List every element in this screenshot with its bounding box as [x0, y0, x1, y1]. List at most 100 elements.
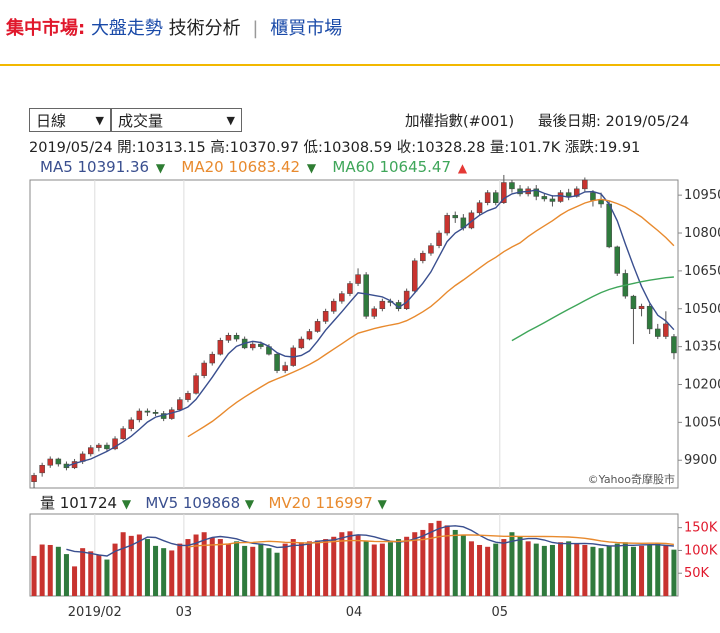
volume-bar: [355, 534, 361, 596]
x-tick-label: 04: [346, 605, 363, 620]
period-select[interactable]: 日線 ▼: [29, 108, 111, 132]
mv20-down-icon: ▼: [377, 497, 387, 511]
volume-bar: [323, 539, 329, 596]
price-y-tick-label: 10350: [684, 340, 720, 355]
candle-body: [209, 353, 216, 364]
ma60-up-icon: ▲: [457, 161, 468, 175]
volume-bar: [420, 529, 426, 596]
candle-body: [663, 323, 669, 337]
candle-body: [330, 300, 337, 312]
candle-body: [541, 196, 548, 200]
volume-bar: [298, 542, 304, 596]
candle-body: [55, 458, 62, 465]
candle-body: [444, 215, 450, 234]
volume-bar: [468, 541, 474, 596]
candle-body: [185, 393, 191, 400]
volume-bar: [201, 532, 207, 596]
volume-bar: [347, 531, 353, 596]
candle-body: [484, 192, 491, 203]
price-y-tick-label: 9900: [684, 453, 717, 468]
mv5-line: [66, 525, 674, 557]
volume-bar: [371, 544, 377, 596]
x-tick-label: 05: [492, 605, 509, 620]
volume-y-tick-label: 100K: [684, 543, 718, 558]
candle-body: [322, 311, 329, 322]
volume-bar: [590, 546, 596, 596]
volume-bar: [444, 525, 450, 596]
volume-bar: [242, 545, 248, 596]
candle-body: [225, 335, 232, 341]
ma5-value: MA5 10391.36: [40, 158, 150, 176]
volume-bar: [639, 545, 645, 596]
volume-bar: [315, 540, 321, 596]
candle-body: [371, 308, 378, 317]
price-y-tick-label: 10800: [684, 226, 720, 241]
candle-body: [87, 447, 94, 455]
indicator-select[interactable]: 成交量 ▼: [111, 108, 242, 132]
volume-value: 量 101724: [40, 494, 118, 512]
volume-bar: [217, 539, 223, 596]
candle-body: [152, 412, 159, 414]
candle-body: [646, 305, 653, 330]
volume-bar: [258, 543, 264, 596]
volume-bar: [509, 532, 515, 596]
volume-bar: [225, 543, 231, 596]
candle-body: [193, 375, 199, 394]
candle-body: [411, 260, 418, 292]
volume-bar: [331, 536, 337, 596]
volume-bar: [209, 537, 215, 596]
price-y-tick-label: 10650: [684, 264, 720, 279]
volume-bar: [452, 529, 458, 596]
volume-bar: [266, 548, 272, 596]
candle-body: [379, 300, 386, 310]
nav-link-technical-analysis[interactable]: 技術分析: [168, 18, 241, 39]
volume-bar: [630, 546, 636, 596]
volume-bar: [136, 534, 142, 596]
candle-body: [582, 179, 588, 190]
candle-body: [144, 410, 151, 413]
volume-bar: [185, 539, 191, 596]
index-name: 加權指數(#001): [405, 114, 515, 130]
candle-body: [347, 283, 353, 294]
top-nav: 集中市場: 大盤走勢 技術分析 | 櫃買市場: [0, 0, 720, 58]
x-tick-label: 2019/02: [68, 605, 122, 620]
nav-link-otc-market[interactable]: 櫃買市場: [270, 18, 343, 39]
volume-bar: [541, 545, 547, 596]
ma20-line: [187, 198, 675, 438]
volume-bar: [104, 559, 110, 596]
volume-bar: [128, 535, 134, 596]
volume-bar: [39, 544, 45, 596]
volume-bar: [379, 543, 385, 596]
candle-body: [177, 399, 183, 410]
market-nav-title: 集中市場: 大盤走勢 技術分析 | 櫃買市場: [6, 14, 342, 40]
volume-bar: [517, 536, 523, 596]
candle-body: [638, 305, 645, 310]
header-divider: [0, 64, 720, 66]
mv20-line: [187, 534, 674, 548]
period-select-value: 日線: [36, 112, 67, 130]
period-dropdown-icon: ▼: [95, 114, 104, 127]
volume-bar: [404, 536, 410, 596]
volume-bar: [566, 541, 572, 596]
candle-body: [249, 343, 256, 349]
volume-bar: [193, 534, 199, 596]
ma20-value: MA20 10683.42: [181, 158, 301, 176]
indicator-select-value: 成交量: [118, 112, 164, 130]
ma20-down-icon: ▼: [306, 161, 317, 175]
volume-bar: [339, 532, 345, 596]
ma5-down-icon: ▼: [155, 161, 166, 175]
nav-link-market-trend[interactable]: 大盤走勢: [90, 18, 163, 39]
candle-body: [233, 335, 240, 340]
candle-body: [355, 274, 361, 284]
x-tick-label: 03: [176, 605, 193, 620]
candle-body: [590, 192, 596, 201]
volume-bar: [663, 545, 669, 596]
candle-body: [565, 192, 572, 197]
indicator-dropdown-icon: ▼: [226, 114, 235, 127]
volume-bar: [80, 548, 86, 596]
candle-body: [282, 365, 288, 371]
volume-bar: [436, 520, 442, 596]
volume-bar: [533, 543, 539, 596]
candle-body: [339, 293, 345, 302]
volume-bar: [306, 541, 312, 596]
